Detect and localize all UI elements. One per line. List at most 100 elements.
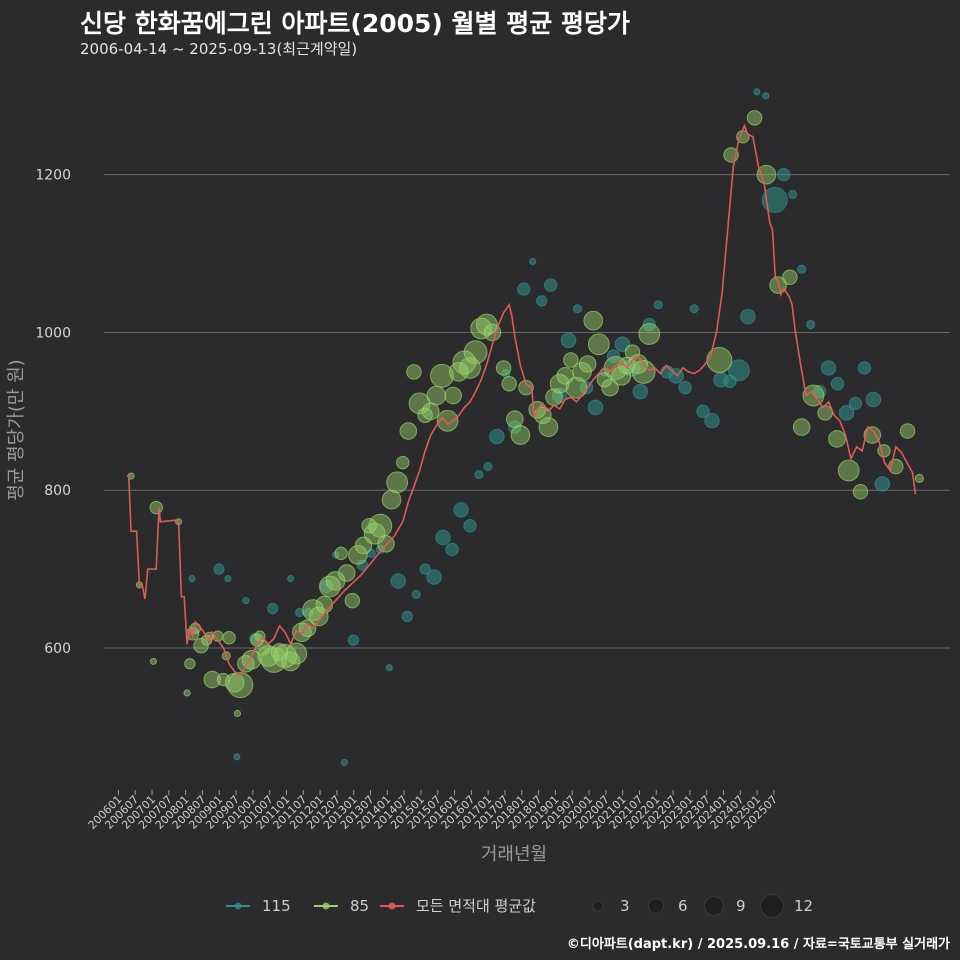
point-115: [295, 607, 305, 618]
point-85: [216, 672, 231, 687]
point-115: [653, 300, 663, 310]
chart-subtitle: 2006-04-14 ~ 2025-09-13(최근계약일): [80, 40, 358, 58]
point-115: [445, 542, 459, 557]
point-115: [347, 634, 360, 646]
legend: 115 85 모든 면적대 평균값 3 6 9 12: [226, 894, 813, 918]
point-115: [233, 753, 241, 761]
point-85: [270, 643, 289, 661]
point-85: [495, 360, 512, 376]
point-115: [560, 332, 577, 349]
point-115: [453, 502, 469, 518]
point-85: [463, 340, 488, 365]
point-115: [411, 589, 421, 599]
x-axis-ticks: 2006012006072007012007072008012008072009…: [86, 790, 780, 832]
point-115: [188, 575, 196, 583]
point-85: [149, 500, 163, 515]
point-85: [501, 375, 517, 392]
point-85: [638, 323, 661, 345]
point-85: [563, 352, 579, 368]
series-85-points: [127, 110, 924, 718]
point-85: [611, 365, 632, 386]
point-85: [183, 689, 191, 697]
point-115: [678, 380, 692, 395]
legend-size-label: 12: [794, 897, 813, 915]
point-115: [213, 563, 225, 575]
point-115: [762, 92, 770, 100]
point-85: [792, 418, 811, 436]
point-115: [812, 384, 827, 399]
y-tick-label: 600: [44, 641, 71, 657]
point-85: [828, 430, 846, 448]
point-115: [529, 257, 537, 265]
point-85: [334, 546, 348, 561]
point-115: [857, 361, 872, 375]
legend-size-dot: [648, 898, 664, 914]
point-85: [587, 333, 610, 356]
chart-title: 신당 한화꿈에그린 아파트(2005) 월별 평균 평당가: [80, 9, 630, 38]
point-115: [435, 529, 451, 546]
point-85: [399, 422, 418, 440]
point-115: [304, 607, 314, 618]
point-85: [436, 409, 459, 432]
point-115: [788, 189, 798, 199]
point-85: [184, 658, 196, 670]
x-axis-title: 거래년월: [481, 844, 547, 865]
source-caption: ©디아파트(dapt.kr) / 2025.09.16 / 자료=국토교통부 실…: [566, 937, 950, 952]
point-85: [475, 313, 498, 336]
point-115: [426, 569, 442, 585]
legend-size-dot: [704, 896, 724, 916]
point-115: [572, 304, 583, 314]
point-85: [837, 459, 860, 482]
point-85: [222, 631, 236, 645]
point-115: [356, 559, 369, 571]
point-85: [396, 455, 410, 470]
point-115: [874, 476, 891, 492]
point-85: [302, 599, 324, 622]
point-85: [406, 364, 422, 380]
point-85: [426, 385, 447, 406]
point-85: [257, 644, 280, 667]
point-85: [538, 417, 559, 437]
point-115: [463, 519, 477, 533]
point-115: [797, 264, 807, 274]
point-115: [390, 573, 407, 589]
point-85: [756, 164, 777, 185]
point-115: [587, 399, 604, 416]
point-85: [506, 410, 524, 429]
point-115: [242, 597, 250, 605]
point-115: [517, 282, 531, 296]
point-115: [820, 360, 837, 376]
point-115: [224, 575, 232, 583]
point-115: [267, 602, 279, 615]
point-85: [421, 402, 440, 421]
point-115: [536, 295, 548, 307]
legend-size-dot: [760, 894, 784, 918]
point-115: [761, 186, 788, 213]
point-85: [315, 595, 334, 614]
point-85: [273, 643, 298, 668]
legend-label: 115: [262, 897, 291, 915]
legend-key-dot: [322, 902, 330, 910]
point-115: [728, 359, 750, 382]
point-115: [632, 383, 649, 400]
point-115: [489, 428, 505, 445]
point-85: [149, 657, 157, 665]
point-85: [601, 378, 619, 397]
point-115: [740, 308, 756, 325]
point-85: [631, 359, 656, 384]
point-115: [474, 469, 484, 480]
point-85: [706, 347, 733, 374]
point-85: [227, 672, 254, 699]
point-115: [340, 758, 349, 766]
point-115: [806, 319, 816, 330]
point-115: [777, 167, 791, 182]
y-axis-title: 평균 평당가(만 원): [6, 359, 27, 500]
point-115: [848, 396, 863, 411]
point-85: [368, 513, 393, 538]
point-115: [838, 405, 855, 421]
legend-size-label: 9: [736, 897, 746, 915]
point-115: [606, 349, 621, 363]
legend-size-dot: [592, 900, 604, 912]
legend-size-label: 6: [678, 897, 688, 915]
